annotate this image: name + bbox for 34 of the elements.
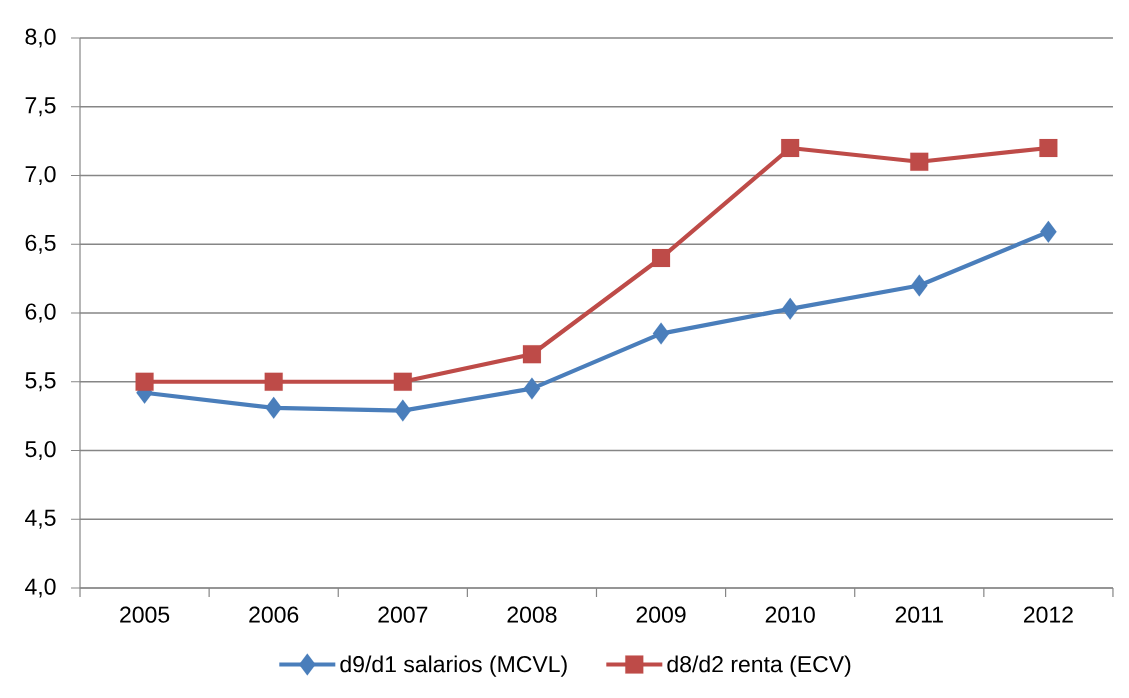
x-tick-label: 2008 [507, 606, 557, 623]
point [1040, 220, 1057, 243]
point [393, 372, 412, 391]
point [652, 322, 670, 345]
point [264, 372, 283, 391]
point [651, 248, 671, 268]
point [394, 399, 412, 422]
x-tick-label: 2011 [895, 606, 943, 623]
x-tick-label: 2012 [1023, 606, 1073, 623]
legend-label: d8/d2 renta (ECV) [667, 655, 851, 677]
y-tick-label: 8,0 [25, 28, 56, 48]
point [265, 396, 282, 419]
x-tick-label: 2010 [765, 606, 815, 623]
y-tick-label: 5,5 [25, 372, 56, 392]
x-tick-label: 2005 [120, 606, 170, 623]
y-tick-label: 7,5 [25, 97, 56, 117]
y-tick-label: 5,0 [25, 440, 56, 460]
x-tick-label: 2009 [636, 606, 686, 623]
y-tick-label: 7,0 [25, 165, 56, 185]
point [910, 152, 929, 171]
point [910, 274, 928, 297]
x-tick-label: 2006 [249, 606, 299, 623]
point [522, 345, 541, 364]
y-tick-label: 4,0 [25, 578, 56, 598]
point [135, 372, 154, 391]
y-tick-label: 6,5 [25, 234, 56, 254]
y-tick-label: 4,5 [25, 509, 56, 529]
point [781, 138, 800, 158]
x-tick-label: 2007 [378, 606, 428, 623]
point [781, 297, 799, 320]
y-tick-label: 6,0 [25, 303, 56, 323]
legend-label: d9/d1 salarios (MCVL) [340, 655, 567, 677]
point [523, 377, 541, 400]
point [1039, 138, 1058, 158]
